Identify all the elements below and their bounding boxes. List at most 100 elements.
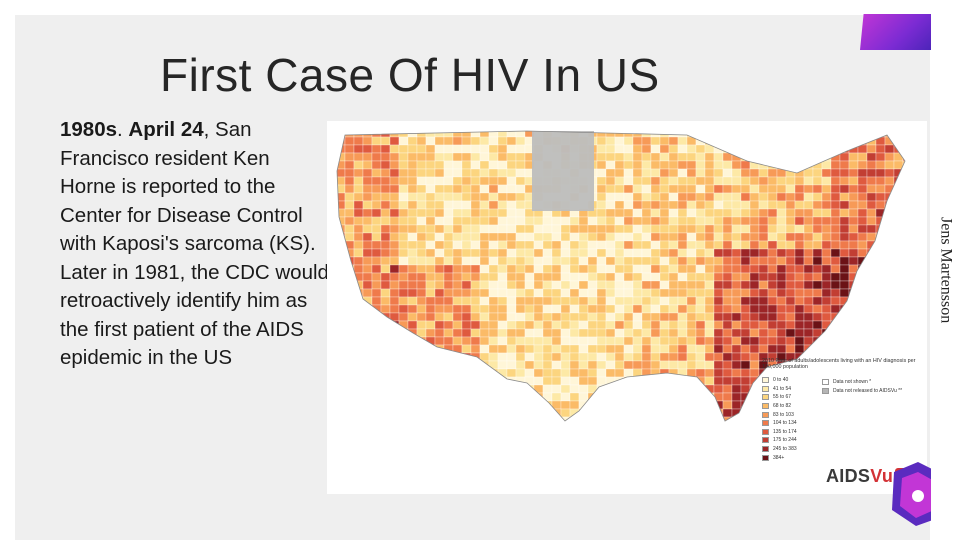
map-cell (560, 224, 571, 234)
map-cell (659, 160, 670, 170)
map-cell (452, 216, 463, 226)
logo-main: AIDS (826, 466, 871, 486)
map-cell (830, 208, 841, 218)
map-cell (659, 296, 670, 306)
map-cell (713, 216, 724, 226)
map-cell (533, 232, 544, 242)
map-cell (596, 160, 607, 170)
map-cell (614, 176, 625, 186)
map-cell (605, 176, 616, 186)
map-cell (425, 136, 436, 146)
map-cell (785, 288, 796, 298)
map-cell (515, 240, 526, 250)
map-cell (533, 280, 544, 290)
map-cell (659, 192, 670, 202)
map-cell (875, 176, 886, 186)
map-cell (533, 264, 544, 274)
map-cell (596, 200, 607, 210)
map-cell (623, 368, 634, 378)
map-cell (866, 216, 877, 226)
map-cell (380, 248, 391, 258)
map-cell (542, 320, 553, 330)
map-cell (470, 224, 481, 234)
map-cell (677, 280, 688, 290)
map-cell (812, 256, 823, 266)
map-cell (596, 168, 607, 178)
map-cell (794, 304, 805, 314)
map-cell (839, 280, 850, 290)
map-cell (371, 296, 382, 306)
map-cell (560, 328, 571, 338)
map-cell (821, 272, 832, 282)
map-cell (389, 144, 400, 154)
body-rest: , San Francisco resident Ken Horne is re… (60, 118, 329, 369)
map-cell (452, 320, 463, 330)
map-cell (434, 272, 445, 282)
map-cell (695, 304, 706, 314)
legend-swatch (762, 385, 769, 392)
map-cell (668, 320, 679, 330)
map-cell (569, 328, 580, 338)
map-cell (434, 152, 445, 162)
map-cell (560, 392, 571, 402)
map-cell (578, 232, 589, 242)
map-cell (785, 224, 796, 234)
map-cell (605, 360, 616, 370)
map-cell (407, 168, 418, 178)
map-cell (533, 336, 544, 346)
map-cell (479, 320, 490, 330)
map-cell (803, 224, 814, 234)
map-cell (605, 224, 616, 234)
legend-swatch (762, 446, 769, 453)
map-cell (767, 336, 778, 346)
map-cell (758, 280, 769, 290)
map-cell (452, 264, 463, 274)
map-cell (362, 136, 373, 146)
map-cell (731, 344, 742, 354)
map-cell (695, 256, 706, 266)
map-cell (659, 224, 670, 234)
map-cell (560, 240, 571, 250)
map-cell (362, 168, 373, 178)
map-cell (668, 288, 679, 298)
map-cell (623, 224, 634, 234)
map-cell (722, 224, 733, 234)
map-cell (587, 296, 598, 306)
map-cell (497, 304, 508, 314)
map-cell (587, 312, 598, 322)
map-cell (425, 264, 436, 274)
map-cell (371, 280, 382, 290)
map-cell (398, 176, 409, 186)
map-cell (659, 232, 670, 242)
map-cell (605, 184, 616, 194)
map-cell (362, 160, 373, 170)
map-cell (758, 240, 769, 250)
map-cell (722, 416, 733, 421)
map-cell (659, 216, 670, 226)
map-cell (398, 200, 409, 210)
map-cell (524, 304, 535, 314)
map-cell (461, 344, 472, 354)
map-cell (506, 224, 517, 234)
map-cell (470, 200, 481, 210)
map-cell (614, 280, 625, 290)
legend-swatch (762, 428, 769, 435)
map-cell (497, 144, 508, 154)
map-cell (794, 232, 805, 242)
map-cell (722, 352, 733, 362)
map-cell (740, 248, 751, 258)
map-cell (650, 160, 661, 170)
map-cell (578, 280, 589, 290)
map-cell (551, 336, 562, 346)
map-cell (659, 344, 670, 354)
map-cell (434, 280, 445, 290)
map-cell (443, 200, 454, 210)
map-cell (722, 304, 733, 314)
map-cell (569, 384, 580, 394)
map-cell (767, 328, 778, 338)
map-cell (659, 200, 670, 210)
map-cell (362, 152, 373, 162)
map-cell (362, 288, 373, 298)
map-cell (731, 240, 742, 250)
map-cell (461, 304, 472, 314)
